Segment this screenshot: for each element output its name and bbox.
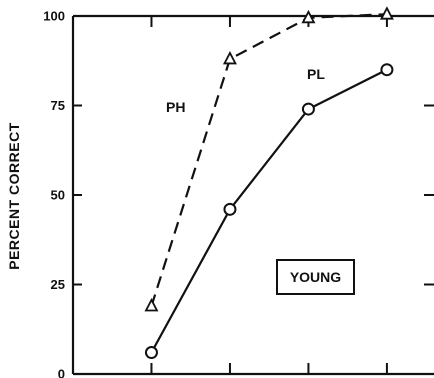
chart-labels: PERCENT CORRECT PH PL — [6, 66, 325, 270]
axes: 0 25 50 75 100 — [43, 9, 434, 378]
y-tick-label: 75 — [51, 98, 65, 113]
y-tick-label: 50 — [51, 188, 65, 203]
data-point-ph — [144, 298, 159, 312]
data-point-pl — [301, 102, 315, 116]
y-axis-title: PERCENT CORRECT — [6, 122, 22, 270]
y-tick-label: 25 — [51, 277, 65, 292]
y-tick-label: 0 — [58, 367, 65, 378]
annotation-box: YOUNG — [276, 259, 355, 295]
annotation-box-label: YOUNG — [290, 269, 341, 285]
annotation-box-frame — [276, 259, 355, 295]
series-label-pl: PL — [307, 66, 325, 82]
data-point-pl — [223, 202, 237, 216]
data-point-ph — [222, 51, 237, 65]
series-lines — [150, 13, 388, 354]
data-point-ph — [301, 9, 316, 24]
data-point-pl — [144, 346, 158, 360]
data-point-pl — [380, 63, 394, 77]
series-markers — [144, 6, 394, 360]
y-tick-label: 100 — [43, 9, 65, 24]
series-line-pl — [150, 68, 388, 354]
data-point-ph — [379, 6, 394, 20]
series-line-ph — [150, 13, 387, 307]
series-label-ph: PH — [166, 99, 185, 115]
